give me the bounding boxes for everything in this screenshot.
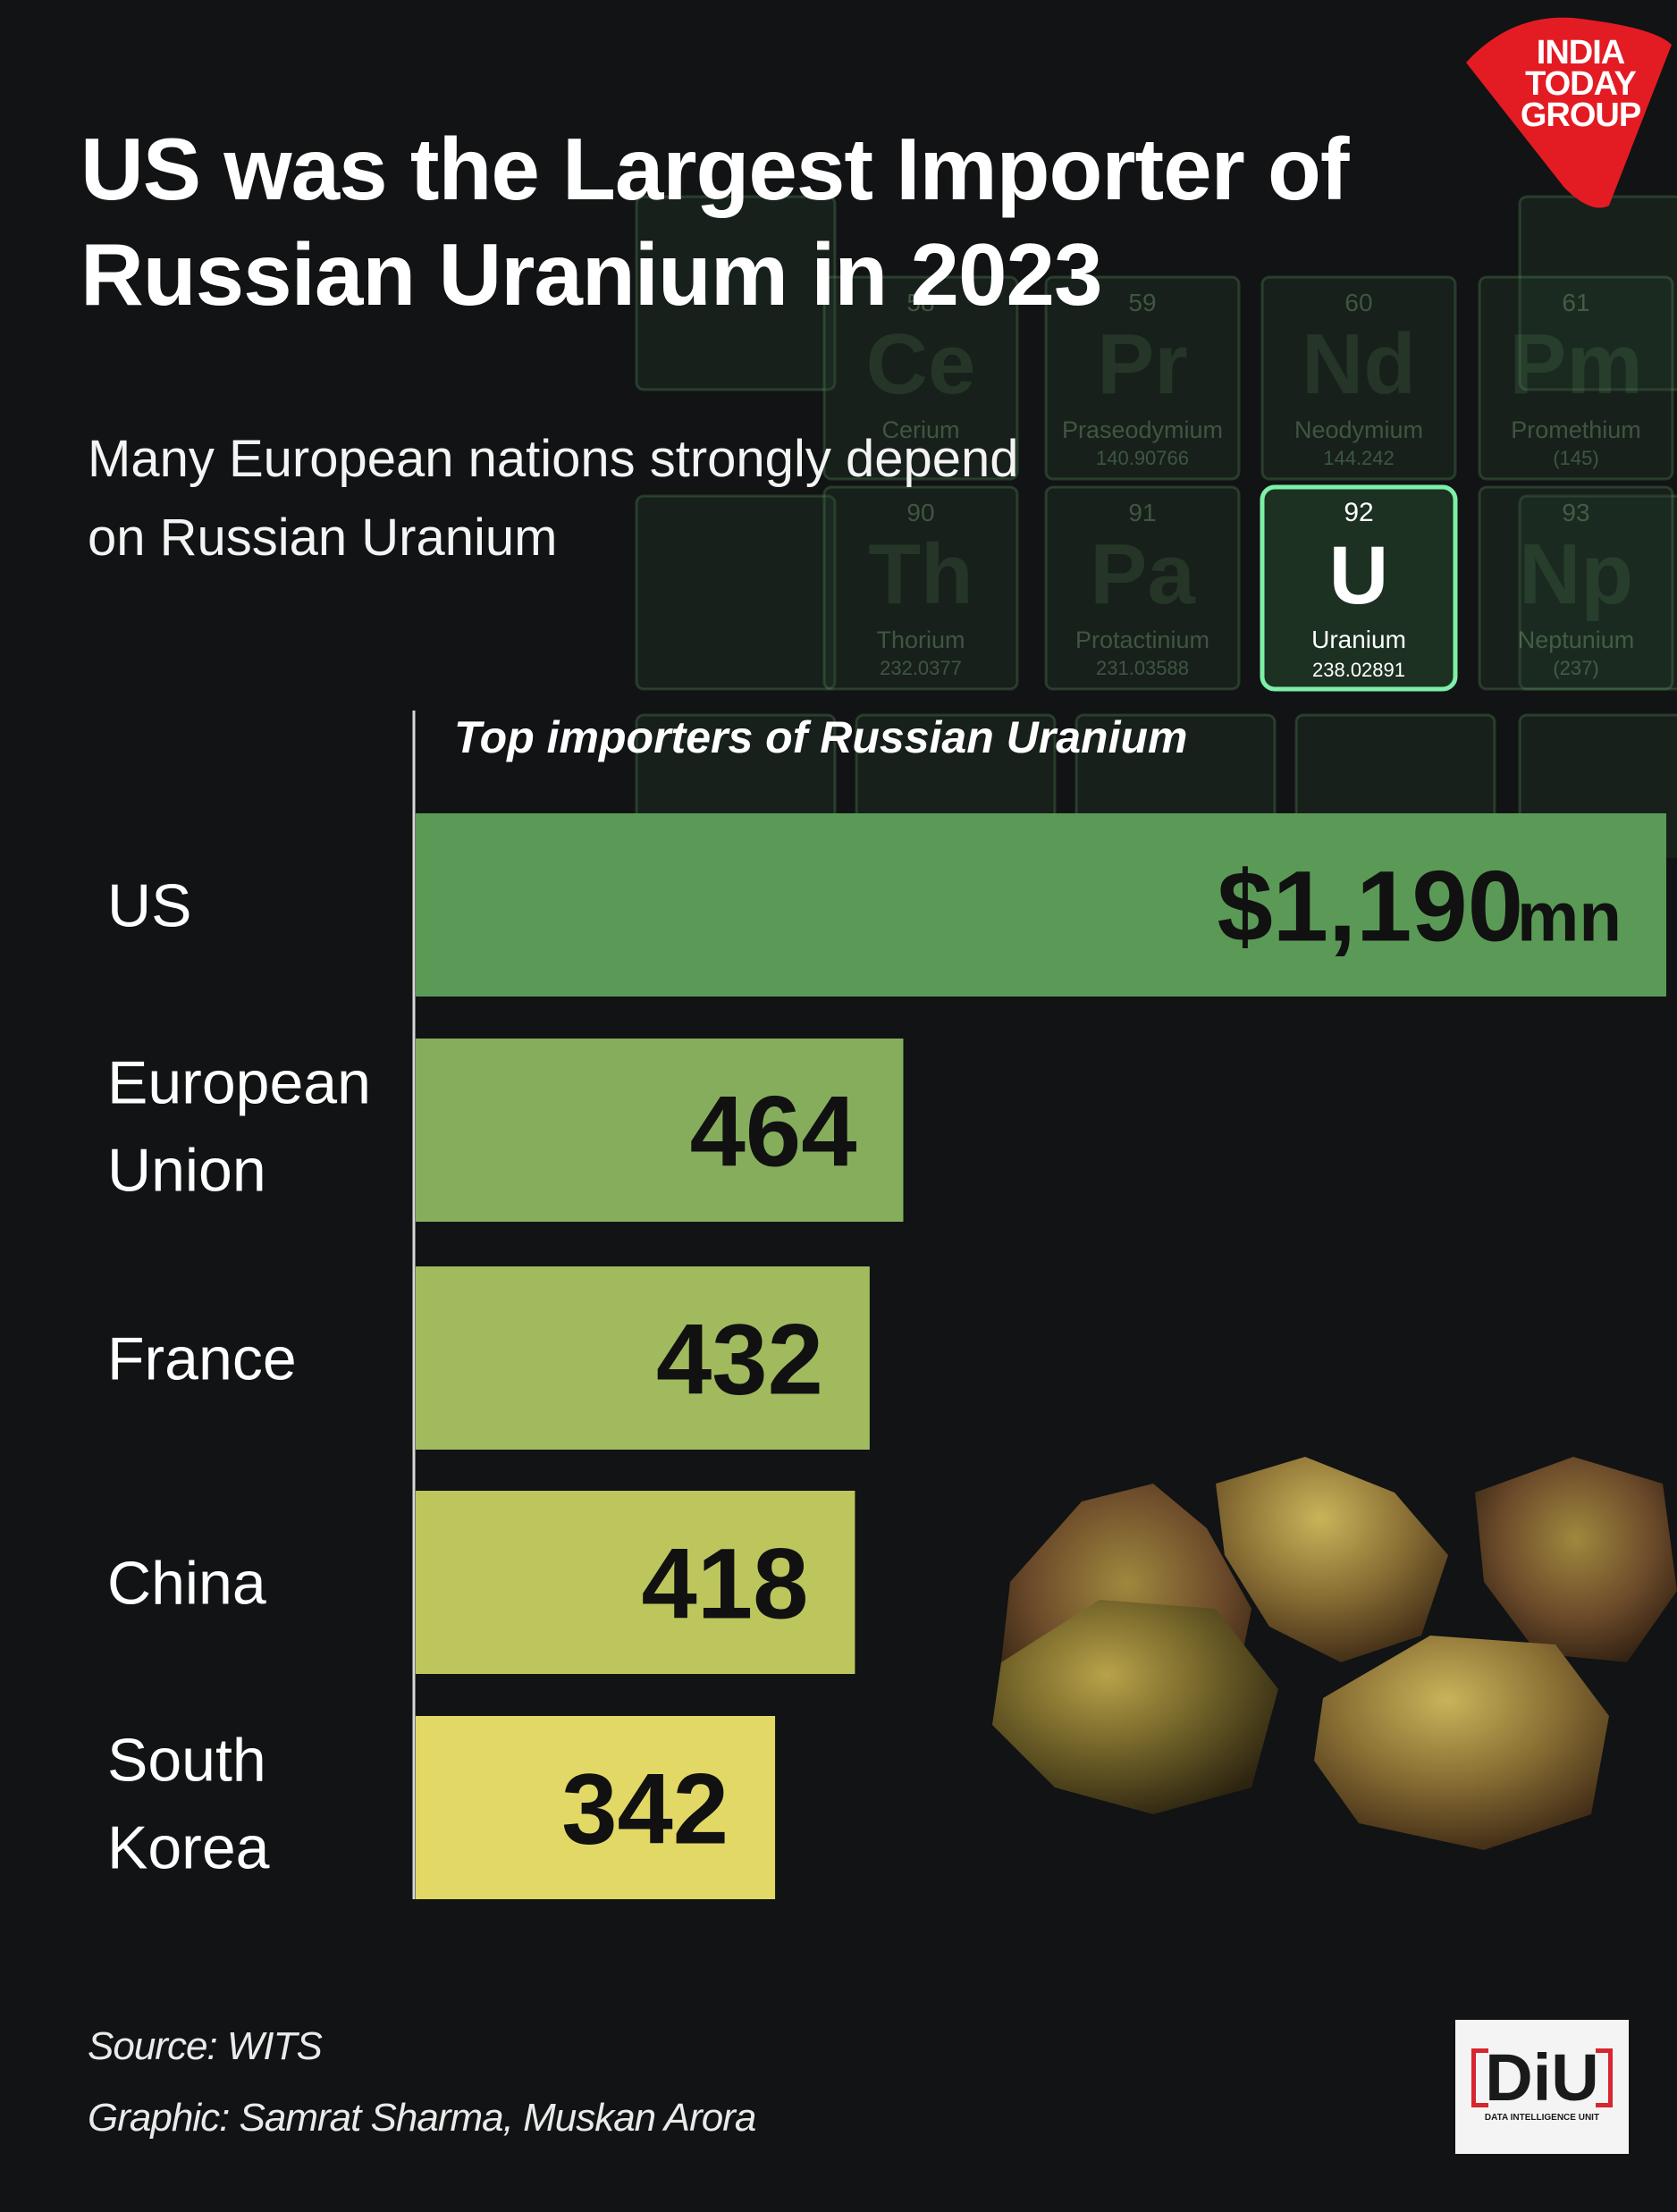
data-label: 342 [561,1754,729,1865]
element-name: Neptunium [1518,627,1635,653]
element-mass: 144.242 [1323,447,1395,469]
category-label: China [107,1550,266,1618]
element-number: 61 [1562,289,1589,316]
element-symbol: Pm [1509,316,1642,412]
uranium-cell-border [1260,484,1458,692]
element-symbol: Th [868,526,973,622]
data-label: $1,190 [1217,851,1523,963]
ore-rock [992,1600,1278,1814]
logo-bracket-right [1596,2048,1613,2107]
element-number: 59 [1128,289,1156,316]
element-name: Protactinium [1075,627,1209,653]
india-today-logo-text: INDIA TODAY GROUP [1520,34,1641,134]
category-label: US [107,872,191,940]
ore-rock [1475,1457,1677,1662]
element-mass: (237) [1553,657,1598,679]
bar-0 [416,813,1666,997]
bar-3 [416,1491,855,1674]
page-subtitle: Many European nations strongly depend on… [88,430,1019,567]
element-mass: 238.02891 [1312,659,1405,681]
element-cell-border [1478,485,1674,691]
table-cell [635,195,837,391]
logo-bracket-left [1471,2048,1488,2107]
graphic-credit: Graphic: Samrat Sharma, Muskan Arora [88,2096,756,2140]
element-number: 60 [1344,289,1372,316]
data-label: 432 [656,1304,823,1416]
bar-4 [416,1716,776,1899]
bar-chart: Top importers of Russian Uranium $1,190mn… [107,711,1666,1899]
element-name: Cerium [881,416,959,443]
element-mass: 232.0377 [880,657,962,679]
source-note: Source: WITS [88,2024,323,2068]
data-label: 418 [642,1528,809,1640]
element-number: 91 [1128,499,1156,526]
table-cell [1518,494,1677,691]
element-symbol: Pa [1090,526,1195,622]
ore-rock [1216,1457,1448,1662]
element-cell-border [1478,275,1674,481]
element-mass: 231.03588 [1096,657,1189,679]
element-name: Promethium [1511,416,1641,443]
table-cell [1518,195,1677,391]
element-mass: (145) [1553,447,1598,469]
data-label: 464 [690,1076,857,1188]
element-symbol: Pr [1097,316,1187,412]
element-number: 93 [1562,499,1589,526]
element-name: Thorium [876,627,965,653]
bar-2 [416,1266,870,1450]
element-cell-border [822,485,1019,691]
element-name: Praseodymium [1062,416,1223,443]
element-cell-border [1044,275,1241,481]
unit-label: mn [1517,878,1622,956]
india-today-logo [1466,17,1672,208]
table-cell [635,494,837,691]
element-number: 92 [1344,498,1373,527]
element-cell-border [1044,485,1241,691]
category-label: France [107,1325,297,1393]
page-title: US was the Largest Importer of Russian U… [80,120,1350,324]
element-cell-border [822,275,1019,481]
category-label: European Union [107,1049,371,1205]
element-name: Uranium [1311,626,1406,653]
diu-logo-subtext: DATA INTELLIGENCE UNIT [1484,2113,1600,2123]
uranium-element-cell: 92 U Uranium 238.02891 [1260,484,1458,692]
chart-title: Top importers of Russian Uranium [454,712,1187,762]
diu-logo-text: DiU [1485,2040,1599,2115]
bar-1 [416,1039,904,1222]
element-cell-border [1260,275,1457,481]
uranium-ore-image [992,1457,1677,1850]
element-number: 58 [906,289,934,316]
element-symbol: U [1329,530,1388,621]
element-symbol: Nd [1302,316,1416,412]
element-name: Neodymium [1294,416,1423,443]
category-label: South Korea [107,1727,270,1882]
element-symbol: Np [1519,526,1633,622]
element-mass: 140.90766 [1096,447,1189,469]
element-number: 90 [906,499,934,526]
ore-rock [1314,1636,1609,1850]
element-symbol: Ce [866,316,976,412]
diu-logo: DiU DATA INTELLIGENCE UNIT [1455,2020,1629,2154]
